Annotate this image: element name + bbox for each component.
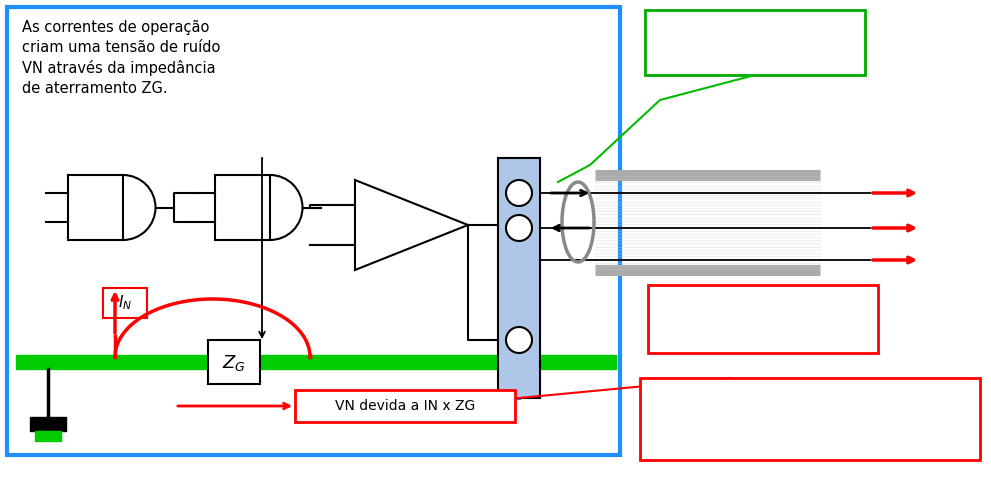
Text: As correntes de operação
criam uma tensão de ruído
VN através da impedância
de a: As correntes de operação criam uma tensã… [22,20,220,96]
Circle shape [506,327,532,353]
FancyBboxPatch shape [35,431,61,441]
FancyBboxPatch shape [640,378,980,460]
FancyBboxPatch shape [295,390,515,422]
Circle shape [506,215,532,241]
Circle shape [506,180,532,206]
FancyBboxPatch shape [68,175,123,240]
Text: Conexão indevida força
correntes de ruído
através da conexão: Conexão indevida força correntes de ruíd… [719,392,900,446]
Text: $Z_G$: $Z_G$ [222,353,246,373]
FancyBboxPatch shape [103,288,147,318]
Text: Correntes em modo
comum devio a VN: Correntes em modo comum devio a VN [687,301,839,336]
FancyBboxPatch shape [16,355,616,369]
FancyBboxPatch shape [208,340,260,384]
Text: VN devida a IN x ZG: VN devida a IN x ZG [335,399,475,413]
FancyBboxPatch shape [30,417,66,431]
FancyBboxPatch shape [215,175,270,240]
Text: Sinal de corrente
diferencial no cabo: Sinal de corrente diferencial no cabo [682,25,828,60]
Text: $I_N$: $I_N$ [118,294,132,312]
FancyBboxPatch shape [7,7,620,455]
Text: shield: shield [820,288,859,301]
FancyBboxPatch shape [648,285,878,353]
FancyBboxPatch shape [645,10,865,75]
FancyBboxPatch shape [498,158,540,398]
